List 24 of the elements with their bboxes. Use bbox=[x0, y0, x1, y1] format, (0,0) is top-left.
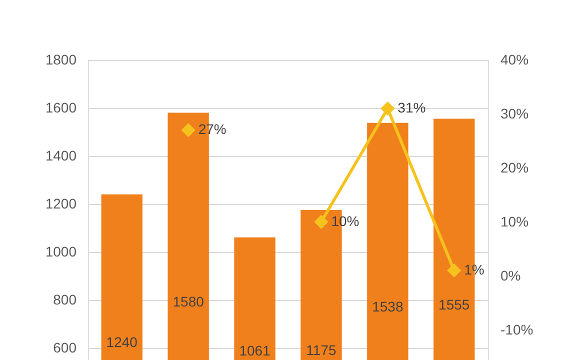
y2-tick-label: 10% bbox=[500, 213, 529, 230]
point bbox=[447, 263, 462, 278]
y2-tick-label: 40% bbox=[500, 52, 529, 68]
point bbox=[181, 123, 196, 138]
y-tick-label: 1400 bbox=[45, 148, 77, 164]
point bbox=[380, 101, 395, 116]
data-label: 1538 bbox=[372, 298, 404, 314]
y-tick-label: 1000 bbox=[45, 244, 77, 260]
y-tick-label: 1600 bbox=[45, 100, 77, 116]
data-label: 1555 bbox=[438, 296, 470, 312]
y2-tick-label: 30% bbox=[500, 105, 529, 122]
data-label: 1061 bbox=[239, 342, 271, 359]
y2-tick-label: 0% bbox=[500, 267, 521, 284]
point bbox=[314, 214, 328, 229]
y-tick-label: 800 bbox=[53, 292, 77, 308]
y-tick-label: 1200 bbox=[45, 196, 77, 212]
y2-tick-label: -10% bbox=[500, 321, 534, 338]
y2-tick-label: 20% bbox=[500, 159, 529, 176]
data-label: 1240 bbox=[106, 334, 138, 350]
data-label: 1580 bbox=[172, 293, 204, 310]
y-tick-label: 600 bbox=[53, 340, 77, 356]
data-label: 31% bbox=[398, 100, 426, 116]
y-tick-label: 1800 bbox=[45, 52, 77, 68]
data-label: 1175 bbox=[306, 342, 336, 358]
